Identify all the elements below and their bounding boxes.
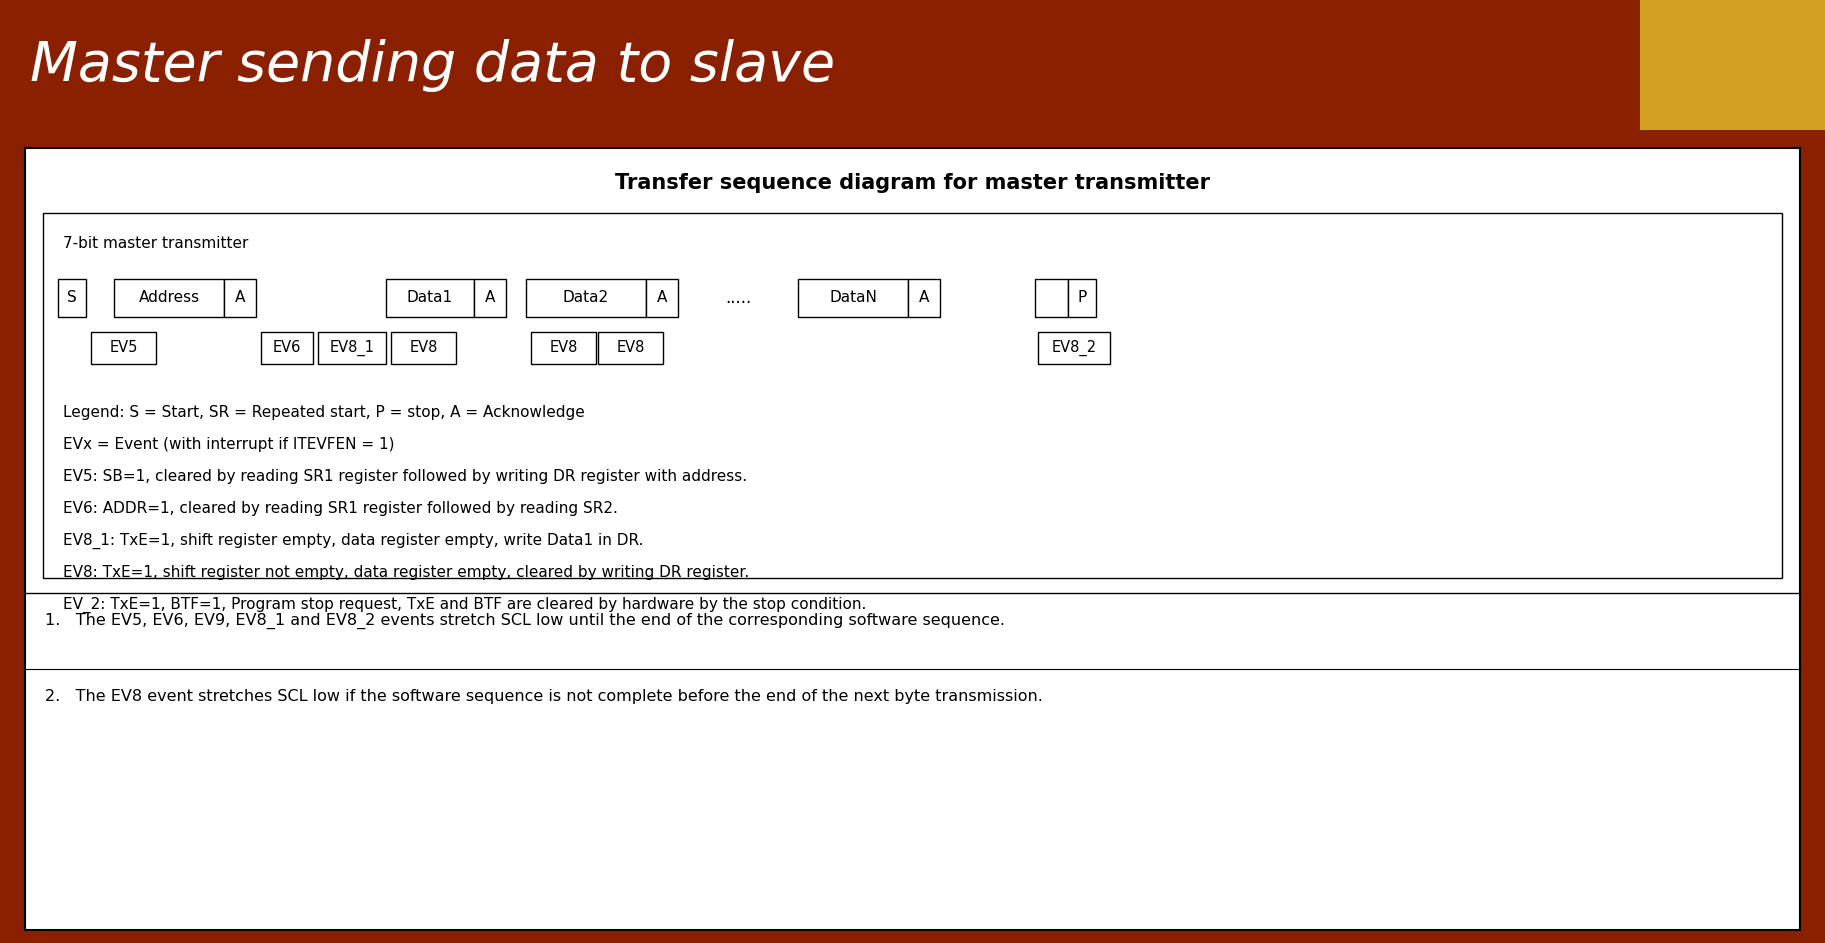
- Text: EV8: EV8: [409, 340, 438, 356]
- Text: EV8: EV8: [617, 340, 644, 356]
- Bar: [798, 279, 909, 317]
- Bar: [474, 279, 506, 317]
- Text: EVx = Event (with interrupt if ITEVFEN = 1): EVx = Event (with interrupt if ITEVFEN =…: [64, 438, 394, 453]
- Text: 7-bit master transmitter: 7-bit master transmitter: [64, 236, 248, 251]
- Text: A: A: [918, 290, 929, 306]
- Text: A: A: [235, 290, 245, 306]
- Bar: [1641, 0, 1825, 130]
- Bar: [113, 279, 224, 317]
- Text: EV6: ADDR=1, cleared by reading SR1 register followed by reading SR2.: EV6: ADDR=1, cleared by reading SR1 regi…: [64, 502, 619, 517]
- Bar: [387, 279, 474, 317]
- Bar: [1038, 332, 1110, 364]
- Bar: [1068, 279, 1097, 317]
- Bar: [224, 279, 256, 317]
- Bar: [26, 148, 1799, 930]
- Text: 2.   The EV8 event stretches SCL low if the software sequence is not complete be: 2. The EV8 event stretches SCL low if th…: [46, 689, 1042, 704]
- Text: Legend: S = Start, SR = Repeated start, P = stop, A = Acknowledge: Legend: S = Start, SR = Repeated start, …: [64, 405, 584, 421]
- Text: P: P: [1077, 290, 1086, 306]
- Text: EV8: EV8: [549, 340, 579, 356]
- Bar: [91, 332, 155, 364]
- Text: A: A: [485, 290, 495, 306]
- Bar: [526, 279, 646, 317]
- Text: Master sending data to slave: Master sending data to slave: [29, 39, 836, 91]
- Bar: [1035, 279, 1068, 317]
- Bar: [391, 332, 456, 364]
- Text: Transfer sequence diagram for master transmitter: Transfer sequence diagram for master tra…: [615, 173, 1210, 193]
- Text: EV8_2: EV8_2: [1051, 339, 1097, 356]
- Text: Data1: Data1: [407, 290, 453, 306]
- Text: EV8: TxE=1, shift register not empty, data register empty, cleared by writing DR: EV8: TxE=1, shift register not empty, da…: [64, 566, 750, 581]
- Text: A: A: [657, 290, 668, 306]
- Text: EV8_1: TxE=1, shift register empty, data register empty, write Data1 in DR.: EV8_1: TxE=1, shift register empty, data…: [64, 533, 644, 549]
- Bar: [261, 332, 314, 364]
- Bar: [599, 332, 662, 364]
- Text: Data2: Data2: [562, 290, 610, 306]
- Text: EV5: SB=1, cleared by reading SR1 register followed by writing DR register with : EV5: SB=1, cleared by reading SR1 regist…: [64, 470, 746, 485]
- Text: 1.   The EV5, EV6, EV9, EV8_1 and EV8_2 events stretch SCL low until the end of : 1. The EV5, EV6, EV9, EV8_1 and EV8_2 ev…: [46, 613, 1006, 629]
- Bar: [318, 332, 387, 364]
- Text: EV6: EV6: [272, 340, 301, 356]
- Text: DataN: DataN: [829, 290, 878, 306]
- Text: S: S: [68, 290, 77, 306]
- Bar: [531, 332, 597, 364]
- Bar: [909, 279, 940, 317]
- Bar: [646, 279, 679, 317]
- Bar: [44, 213, 1781, 578]
- Text: EV_2: TxE=1, BTF=1, Program stop request, TxE and BTF are cleared by hardware by: EV_2: TxE=1, BTF=1, Program stop request…: [64, 597, 867, 613]
- Bar: [58, 279, 86, 317]
- Text: EV5: EV5: [110, 340, 137, 356]
- Text: .....: .....: [725, 289, 752, 307]
- Text: EV8_1: EV8_1: [330, 339, 374, 356]
- Text: Address: Address: [139, 290, 199, 306]
